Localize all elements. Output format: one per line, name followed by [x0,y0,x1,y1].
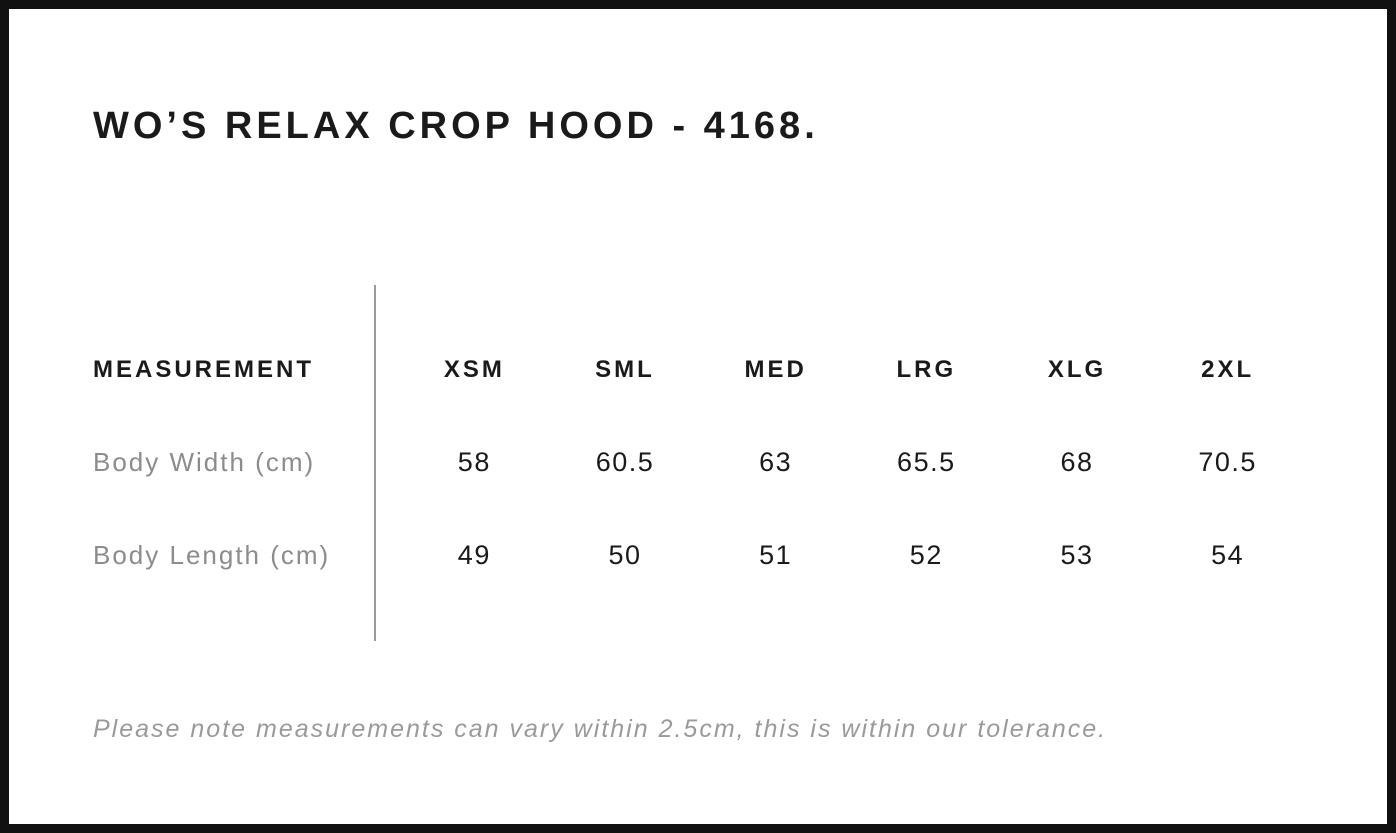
column-header-measurement: MEASUREMENT [93,355,315,383]
column-header-lrg: LRG [896,355,957,383]
body-width-med: 63 [759,447,793,477]
row-label-body-length: Body Length (cm) [93,540,331,570]
body-length-med: 51 [759,540,793,570]
page-title: WO’S RELAX CROP HOOD - 4168. [93,105,819,147]
body-width-sml: 60.5 [595,447,655,477]
body-width-lrg: 65.5 [897,447,956,477]
body-length-2xl: 54 [1211,540,1245,570]
body-length-sml: 50 [608,540,642,570]
row-label-body-width: Body Width (cm) [93,447,316,477]
tolerance-note: Please note measurements can vary within… [93,715,1108,743]
column-header-med: MED [744,355,807,383]
column-header-sml: SML [595,355,655,383]
size-table: MEASUREMENT XSM SML MED LRG XLG 2XL Body… [93,323,1303,602]
column-header-2xl: 2XL [1201,355,1255,383]
body-width-xlg: 68 [1060,447,1094,477]
body-width-xsm: 58 [457,447,491,477]
body-length-lrg: 52 [909,540,943,570]
body-length-xsm: 49 [457,540,491,570]
column-header-xsm: XSM [443,355,505,383]
table-divider [374,285,376,641]
body-length-xlg: 53 [1060,540,1094,570]
column-header-xlg: XLG [1047,355,1107,383]
body-width-2xl: 70.5 [1198,447,1257,477]
